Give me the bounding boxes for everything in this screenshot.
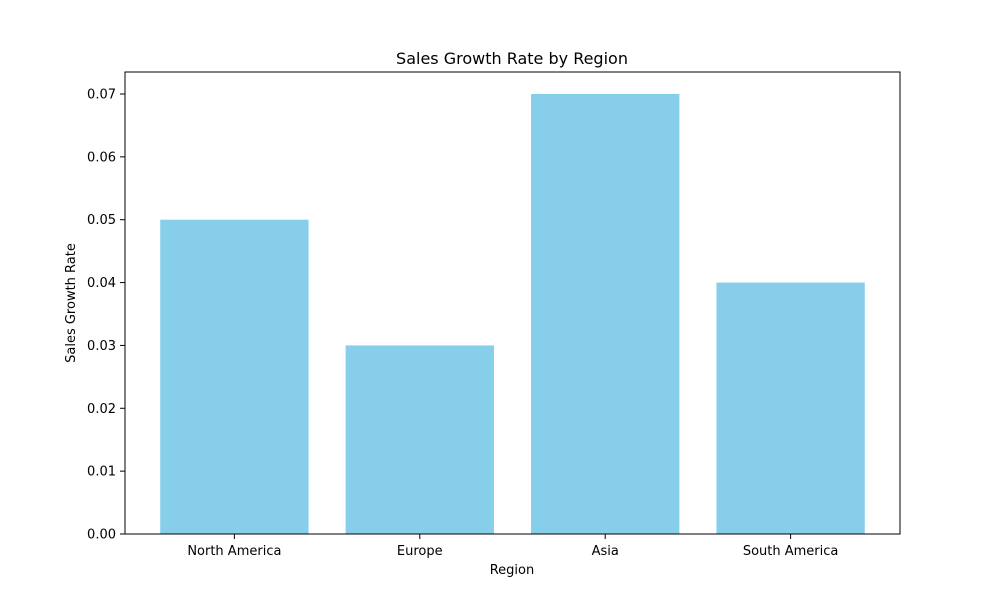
- bars-group: [160, 94, 865, 534]
- bar-north-america: [160, 219, 309, 534]
- x-tick-label: North America: [187, 544, 281, 559]
- y-tick-label: 0.03: [87, 339, 116, 354]
- y-tick-label: 0.00: [87, 528, 116, 543]
- y-axis: 0.00 0.01 0.02 0.03 0.04 0.05 0.06 0.07: [87, 88, 125, 543]
- x-tick-label: South America: [743, 544, 839, 559]
- bar-asia: [531, 94, 680, 534]
- y-tick-label: 0.07: [87, 88, 116, 103]
- y-axis-title: Sales Growth Rate: [64, 243, 79, 363]
- bar-europe: [345, 345, 494, 534]
- chart-title: Sales Growth Rate by Region: [396, 49, 628, 68]
- y-tick-label: 0.06: [87, 150, 116, 165]
- y-tick-label: 0.05: [87, 213, 116, 228]
- y-tick-label: 0.04: [87, 276, 116, 291]
- y-tick-label: 0.02: [87, 402, 116, 417]
- plot-frame: [124, 71, 901, 535]
- bar-south-america: [716, 282, 865, 534]
- y-tick-label: 0.01: [87, 465, 116, 480]
- x-tick-label: Europe: [397, 544, 443, 559]
- x-axis: North America Europe Asia South America: [187, 534, 838, 559]
- x-axis-title: Region: [490, 563, 535, 578]
- x-tick-label: Asia: [592, 544, 619, 559]
